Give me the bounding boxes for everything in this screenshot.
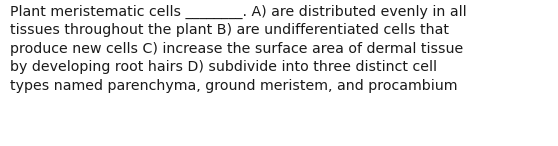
Text: Plant meristematic cells ________. A) are distributed evenly in all
tissues thro: Plant meristematic cells ________. A) ar…: [10, 4, 466, 93]
